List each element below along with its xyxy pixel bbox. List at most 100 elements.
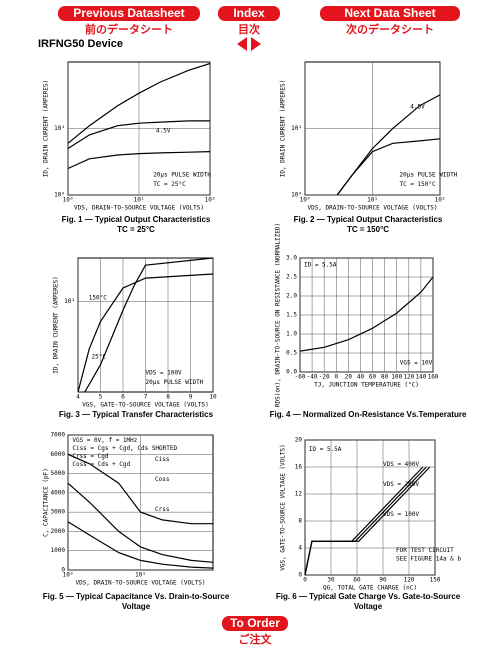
x-tick-label: 10² (205, 197, 216, 204)
y-axis-label: ID, DRAIN CURRENT (AMPERES) (280, 80, 287, 178)
y-tick-label: 10¹ (54, 125, 65, 132)
arrow-left[interactable] (237, 37, 247, 51)
y-tick-label: 1.5 (286, 312, 297, 319)
x-tick-label: 6 (121, 394, 125, 401)
y-tick-label: 0 (61, 567, 65, 574)
x-tick-label: 80 (381, 374, 389, 381)
y-tick-label: 16 (295, 464, 303, 471)
order-button[interactable]: To Order (222, 616, 288, 631)
annotation: TC = 150°C (400, 181, 437, 188)
x-tick-label: 150 (430, 577, 441, 584)
x-tick-label: 10⁰ (63, 572, 74, 579)
y-tick-label: 10⁰ (291, 192, 302, 199)
annotation: SEE FIGURE 14a & b (396, 555, 461, 562)
series-line (67, 521, 214, 569)
y-tick-label: 1.0 (286, 331, 297, 338)
x-tick-label: 160 (428, 374, 439, 381)
x-tick-label: 8 (166, 394, 170, 401)
annotation: ID = 5.5A (309, 446, 342, 453)
figure-caption: Fig. 6 — Typical Gate Charge Vs. Gate-to… (275, 592, 461, 611)
y-tick-label: 1000 (51, 547, 66, 554)
x-tick-label: 9 (189, 394, 193, 401)
prev-jp[interactable]: 前のデータシート (85, 24, 173, 36)
y-tick-label: 6000 (51, 451, 66, 458)
figure-subtitle: TC = 25°C (117, 225, 155, 234)
x-tick-label: 10¹ (134, 197, 145, 204)
series-line (67, 151, 211, 170)
index-arrows[interactable] (236, 36, 262, 52)
x-axis-label: TJ, JUNCTION TEMPERATURE (°C) (314, 382, 419, 389)
x-tick-label: 90 (379, 577, 387, 584)
y-tick-label: 8 (298, 518, 302, 525)
annotation: 20μs PULSE WIDTH (146, 379, 204, 386)
x-tick-label: 0 (303, 577, 307, 584)
y-tick-label: 0.0 (286, 369, 297, 376)
annotation: 20μs PULSE WIDTH (153, 172, 211, 179)
prev-button[interactable]: Previous Datasheet (58, 6, 200, 21)
figure-caption: Fig. 2 — Typical Output Characteristics (293, 215, 443, 224)
annotation: 25°C (92, 354, 107, 361)
next-button[interactable]: Next Data Sheet (320, 6, 460, 21)
series-line (67, 453, 213, 525)
y-tick-label: 2000 (51, 528, 66, 535)
y-tick-label: 10¹ (64, 298, 75, 305)
x-tick-label: -40 (307, 374, 318, 381)
arrow-right[interactable] (251, 37, 261, 51)
y-tick-label: 2.0 (286, 293, 297, 300)
annotation: TC = 25°C (153, 181, 186, 188)
x-tick-label: 20 (345, 374, 353, 381)
x-tick-label: 140 (415, 374, 426, 381)
x-tick-label: -20 (319, 374, 330, 381)
y-axis-label: ID, DRAIN CURRENT (AMPERES) (53, 276, 60, 374)
series-label: VDS = 200V (383, 481, 420, 488)
annotation: Crss = Cgd (72, 453, 109, 460)
series-label: VDS = 400V (383, 461, 420, 468)
figure-caption: Fig. 5 — Typical Capacitance Vs. Drain-t… (42, 592, 230, 611)
x-tick-label: 120 (404, 577, 415, 584)
x-axis-label: VDS, DRAIN-TO-SOURCE VOLTAGE (VOLTS) (74, 205, 204, 212)
figure-caption: Fig. 1 — Typical Output Characteristics (61, 215, 211, 224)
x-axis-label: QG, TOTAL GATE CHARGE (nC) (323, 585, 417, 592)
y-axis-label: C, CAPACITANCE (pF) (43, 468, 50, 537)
annotation: ID = 5.5A (304, 261, 337, 268)
x-tick-label: 40 (357, 374, 365, 381)
x-tick-label: 120 (403, 374, 414, 381)
y-tick-label: 10¹ (291, 125, 302, 132)
x-tick-label: 10¹ (367, 197, 378, 204)
annotation: FOR TEST CIRCUIT (396, 547, 454, 554)
y-tick-label: 2.5 (286, 274, 297, 281)
index-jp[interactable]: 目次 (238, 24, 260, 36)
series-label: Crss (155, 506, 170, 513)
y-tick-label: 10⁰ (54, 192, 65, 199)
x-tick-label: 10⁰ (63, 197, 74, 204)
x-tick-label: 60 (369, 374, 377, 381)
x-tick-label: 10² (435, 197, 446, 204)
annotation: 20μs PULSE WIDTH (400, 172, 458, 179)
order-jp[interactable]: ご注文 (238, 634, 272, 646)
annotation: VGS = 0V, f = 1MHz (72, 437, 137, 444)
series-line (67, 120, 210, 150)
series-line (304, 466, 424, 576)
y-tick-label: 12 (295, 491, 303, 498)
x-tick-label: 10 (209, 394, 217, 401)
x-tick-label: 4 (76, 394, 80, 401)
series-line (299, 276, 434, 352)
y-axis-label: ID, DRAIN CURRENT (AMPERES) (43, 80, 50, 178)
index-button[interactable]: Index (218, 6, 280, 21)
y-tick-label: 3.0 (286, 255, 297, 262)
series-line (67, 62, 211, 144)
x-tick-label: 30 (327, 577, 335, 584)
device-title: IRFNG50 Device (38, 38, 123, 50)
series-label: Coss (155, 476, 170, 483)
figure-caption: Fig. 3 — Typical Transfer Characteristic… (58, 410, 214, 419)
x-tick-label: -60 (295, 374, 306, 381)
y-tick-label: 5000 (51, 470, 66, 477)
annotation: 4.5V (410, 104, 425, 111)
annotation: Coss = Cds + Cgd (72, 461, 130, 468)
x-tick-label: 60 (353, 577, 361, 584)
next-jp[interactable]: 次のデータシート (346, 24, 434, 36)
y-tick-label: 7000 (51, 432, 66, 439)
series-label: Ciss (155, 456, 170, 463)
